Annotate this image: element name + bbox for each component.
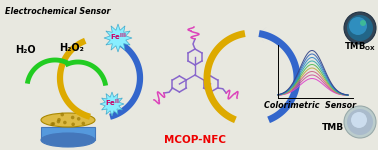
Text: H₂O: H₂O [15,45,35,55]
Circle shape [344,106,376,138]
Circle shape [57,120,60,123]
Circle shape [347,15,373,41]
Text: $\mathbf{TMB_{OX}}$: $\mathbf{TMB_{OX}}$ [344,41,376,53]
Circle shape [57,118,61,122]
Text: $\mathbf{Fe^{III}}$: $\mathbf{Fe^{III}}$ [110,32,126,43]
Text: $\mathbf{Fe^{II}}$: $\mathbf{Fe^{II}}$ [105,98,119,109]
Circle shape [360,20,366,26]
Ellipse shape [41,113,95,127]
FancyBboxPatch shape [41,127,95,140]
Circle shape [60,113,64,116]
Circle shape [349,17,367,35]
Text: Colorimetric  Sensor: Colorimetric Sensor [264,102,356,111]
Text: MCOP-NFC: MCOP-NFC [164,135,226,145]
Circle shape [82,122,85,125]
Text: H₂O₂: H₂O₂ [60,43,84,53]
Circle shape [71,123,75,126]
Polygon shape [100,92,124,116]
Circle shape [71,116,74,119]
Circle shape [77,117,81,121]
Ellipse shape [41,133,95,147]
Circle shape [351,112,367,128]
Circle shape [344,12,376,44]
Text: TMB: TMB [322,123,344,132]
Circle shape [51,122,55,126]
Polygon shape [104,24,132,52]
Circle shape [50,122,54,126]
Circle shape [347,109,373,135]
Circle shape [63,121,67,124]
Text: Electrochemical Sensor: Electrochemical Sensor [5,8,110,16]
